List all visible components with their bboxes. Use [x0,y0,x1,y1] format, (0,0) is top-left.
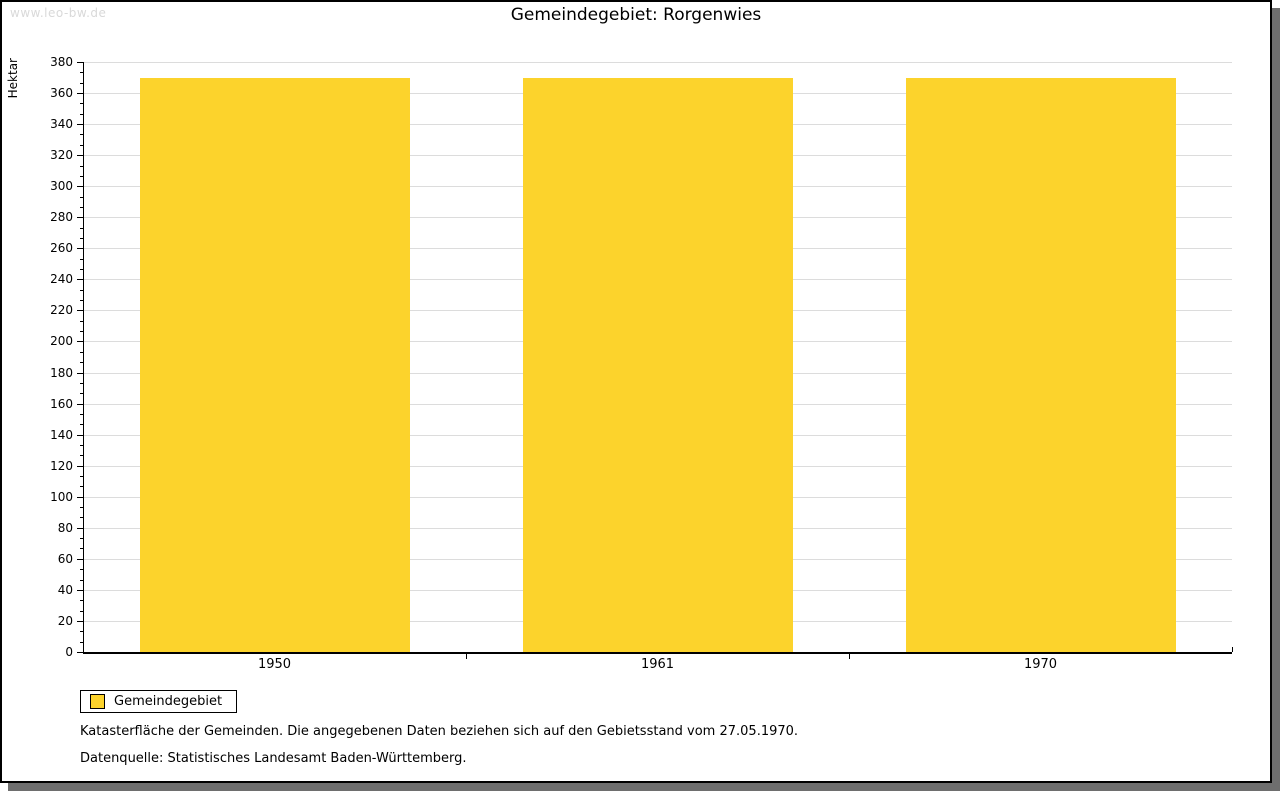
y-minor-tick [80,600,83,602]
y-minor-tick [80,113,83,115]
x-tick-label-1961: 1961 [640,657,675,672]
gridline-y-380 [84,62,1232,63]
y-minor-tick [80,82,83,84]
y-tick-label-160: 160 [50,396,73,411]
y-minor-tick [80,351,83,353]
y-minor-tick [80,206,83,208]
y-minor-tick [80,538,83,540]
y-tick-label-300: 300 [50,179,73,194]
y-minor-tick [80,289,83,291]
y-minor-tick [80,196,83,198]
y-minor-tick [80,569,83,571]
y-tick-160 [77,403,83,405]
y-minor-tick [80,517,83,519]
x-axis-line [83,652,1232,654]
x-tick-label-1950: 1950 [257,657,292,672]
y-minor-tick [80,331,83,333]
y-minor-tick [80,72,83,74]
y-minor-tick [80,269,83,271]
y-tick-label-100: 100 [50,489,73,504]
y-tick-label-200: 200 [50,334,73,349]
y-minor-tick [80,300,83,302]
x-tick-label-1970: 1970 [1023,657,1058,672]
y-tick-380 [77,62,83,63]
y-tick-label-320: 320 [50,148,73,163]
y-tick-label-360: 360 [50,86,73,101]
y-minor-tick [80,237,83,239]
y-minor-tick [80,413,83,415]
y-axis-title: Hektar [6,58,20,99]
y-minor-tick [80,486,83,488]
chart-title: Gemeindegebiet: Rorgenwies [510,5,762,25]
y-minor-tick [80,610,83,612]
y-tick-40 [77,589,83,591]
y-tick-100 [77,496,83,498]
legend: Gemeindegebiet [80,690,238,713]
y-tick-340 [77,124,83,126]
y-tick-140 [77,434,83,436]
x-boundary-tick [466,654,467,659]
y-tick-200 [77,341,83,343]
x-boundary-tick [849,654,850,659]
y-tick-360 [77,93,83,95]
x-axis-end-tick [1232,647,1233,652]
y-minor-tick [80,444,83,446]
y-tick-label-80: 80 [57,520,73,535]
y-minor-tick [80,362,83,364]
y-minor-tick [80,507,83,509]
y-tick-label-20: 20 [57,613,73,628]
y-tick-label-340: 340 [50,117,73,132]
bar-1950 [139,77,410,652]
y-minor-tick [80,258,83,260]
y-tick-label-180: 180 [50,365,73,380]
y-minor-tick [80,641,83,643]
y-minor-tick [80,476,83,478]
y-tick-280 [77,217,83,219]
y-minor-tick [80,579,83,581]
y-tick-label-260: 260 [50,241,73,256]
legend-label: Gemeindegebiet [114,694,223,709]
y-tick-label-240: 240 [50,272,73,287]
y-minor-tick [80,134,83,136]
footnote-source-note: Katasterfläche der Gemeinden. Die angege… [80,724,799,739]
legend-swatch-gemeindegebiet [90,694,105,709]
y-axis-line [83,62,84,652]
y-tick-320 [77,155,83,157]
y-minor-tick [80,382,83,384]
y-tick-label-380: 380 [50,55,73,69]
y-minor-tick [80,455,83,457]
y-minor-tick [80,631,83,633]
y-minor-tick [80,227,83,229]
y-tick-label-280: 280 [50,210,73,225]
bar-1961 [522,77,793,652]
y-minor-tick [80,144,83,146]
y-minor-tick [80,548,83,550]
y-tick-20 [77,620,83,622]
y-tick-240 [77,279,83,281]
y-tick-220 [77,310,83,312]
y-tick-300 [77,186,83,188]
y-minor-tick [80,424,83,426]
y-minor-tick [80,175,83,177]
y-minor-tick [80,165,83,167]
y-tick-0 [77,652,83,653]
footnote-data-source: Datenquelle: Statistisches Landesamt Bad… [80,751,467,766]
y-tick-label-40: 40 [57,582,73,597]
y-tick-label-0: 0 [65,645,73,659]
y-tick-label-140: 140 [50,427,73,442]
y-minor-tick [80,320,83,322]
y-minor-tick [80,393,83,395]
watermark-url: www.leo-bw.de [10,6,107,20]
y-tick-180 [77,372,83,374]
y-tick-label-60: 60 [57,551,73,566]
y-tick-260 [77,248,83,250]
y-tick-60 [77,558,83,560]
y-tick-label-120: 120 [50,458,73,473]
y-tick-label-220: 220 [50,303,73,318]
y-tick-80 [77,527,83,529]
bar-1970 [905,77,1176,652]
y-minor-tick [80,103,83,105]
y-tick-120 [77,465,83,467]
